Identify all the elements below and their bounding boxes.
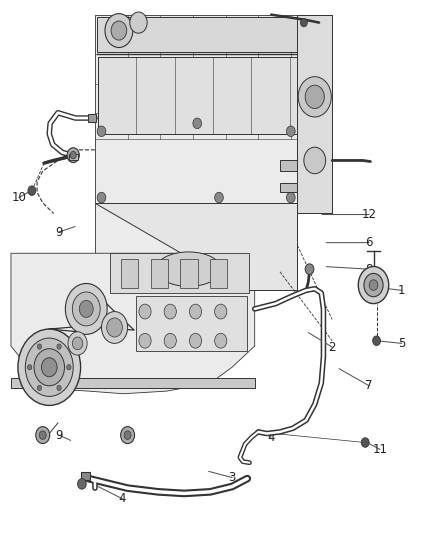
Circle shape	[304, 147, 325, 174]
Circle shape	[286, 126, 295, 136]
Circle shape	[72, 337, 83, 350]
Circle shape	[37, 385, 42, 391]
Text: 8: 8	[365, 263, 373, 276]
Circle shape	[305, 85, 324, 109]
Text: 12: 12	[362, 208, 377, 221]
Circle shape	[34, 349, 64, 386]
Bar	[180, 259, 198, 288]
Circle shape	[300, 18, 307, 27]
Circle shape	[107, 318, 122, 337]
Bar	[97, 17, 328, 52]
Circle shape	[36, 426, 49, 443]
Circle shape	[373, 336, 381, 345]
Circle shape	[70, 151, 76, 159]
Circle shape	[57, 385, 61, 391]
Circle shape	[18, 329, 81, 406]
Circle shape	[369, 280, 378, 290]
Circle shape	[97, 192, 106, 203]
Circle shape	[65, 284, 107, 334]
Circle shape	[28, 365, 32, 370]
Bar	[280, 160, 297, 171]
Circle shape	[286, 192, 295, 203]
Circle shape	[57, 344, 61, 349]
Bar	[121, 259, 138, 288]
Circle shape	[102, 312, 127, 343]
Text: 3: 3	[228, 471, 236, 484]
Circle shape	[215, 304, 227, 319]
Circle shape	[361, 438, 369, 447]
Circle shape	[67, 148, 79, 163]
Circle shape	[164, 304, 177, 319]
Bar	[69, 154, 78, 160]
Circle shape	[28, 186, 36, 196]
Circle shape	[97, 126, 106, 136]
Bar	[88, 114, 96, 122]
Circle shape	[120, 426, 134, 443]
Circle shape	[105, 13, 133, 47]
Text: 5: 5	[398, 337, 406, 350]
Bar	[151, 259, 168, 288]
Polygon shape	[95, 14, 332, 290]
Text: 1: 1	[398, 284, 406, 297]
Circle shape	[42, 358, 57, 377]
Text: 4: 4	[119, 492, 126, 505]
Circle shape	[67, 365, 71, 370]
Bar	[11, 378, 254, 389]
Polygon shape	[95, 203, 297, 290]
Circle shape	[37, 344, 42, 349]
Circle shape	[305, 264, 314, 274]
Polygon shape	[297, 14, 332, 214]
Bar	[280, 183, 297, 192]
Text: 4: 4	[268, 431, 275, 444]
Circle shape	[72, 292, 100, 326]
Circle shape	[189, 333, 201, 348]
Bar	[81, 472, 90, 480]
Circle shape	[358, 266, 389, 304]
Circle shape	[78, 479, 86, 489]
Circle shape	[25, 338, 73, 397]
Circle shape	[124, 431, 131, 439]
Text: 10: 10	[11, 191, 26, 204]
Bar	[110, 253, 250, 293]
Circle shape	[130, 12, 147, 33]
Bar	[210, 259, 227, 288]
Circle shape	[139, 304, 151, 319]
Ellipse shape	[156, 252, 221, 286]
Circle shape	[364, 273, 383, 297]
Circle shape	[164, 333, 177, 348]
Circle shape	[298, 77, 331, 117]
Circle shape	[215, 333, 227, 348]
Circle shape	[79, 301, 93, 317]
Circle shape	[111, 21, 127, 40]
Circle shape	[139, 333, 151, 348]
Text: 2: 2	[328, 341, 336, 353]
Polygon shape	[11, 253, 254, 394]
Circle shape	[68, 332, 87, 355]
Text: 11: 11	[373, 443, 388, 456]
Circle shape	[39, 431, 46, 439]
Text: 6: 6	[365, 236, 373, 249]
Circle shape	[189, 304, 201, 319]
Text: 9: 9	[55, 225, 63, 239]
Bar	[98, 57, 326, 134]
Circle shape	[215, 192, 223, 203]
Circle shape	[193, 118, 201, 128]
Text: 9: 9	[55, 429, 63, 442]
Text: 7: 7	[365, 379, 373, 392]
Bar	[136, 296, 247, 351]
